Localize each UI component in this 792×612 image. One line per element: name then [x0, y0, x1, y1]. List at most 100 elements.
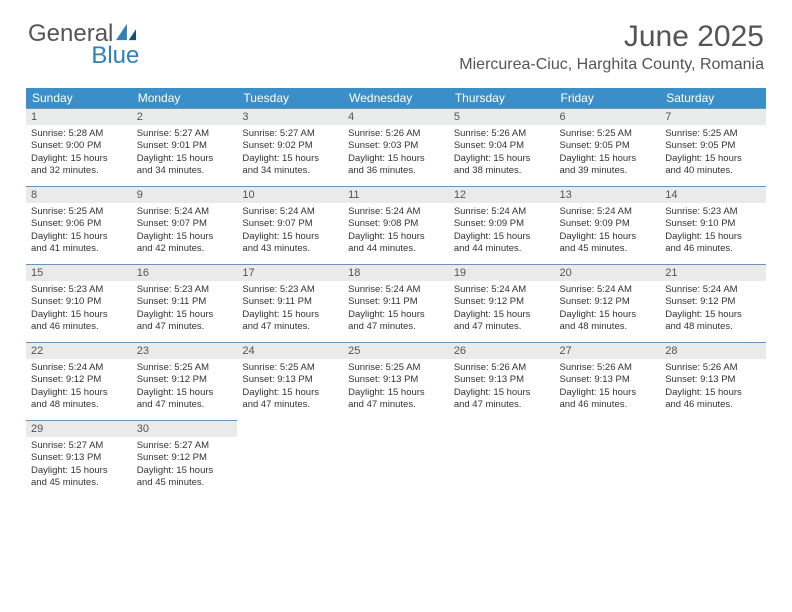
- daylight-line-2: and 46 minutes.: [665, 399, 761, 411]
- empty-cell: [555, 420, 661, 498]
- title-block: June 2025 Miercurea-Ciuc, Harghita Count…: [459, 20, 764, 74]
- day-number: 26: [449, 342, 555, 359]
- sunrise-line: Sunrise: 5:24 AM: [242, 206, 338, 218]
- day-cell: 29Sunrise: 5:27 AMSunset: 9:13 PMDayligh…: [26, 420, 132, 498]
- day-cell: 22Sunrise: 5:24 AMSunset: 9:12 PMDayligh…: [26, 342, 132, 420]
- sunset-line: Sunset: 9:13 PM: [242, 374, 338, 386]
- weekday-header: Friday: [555, 88, 661, 108]
- daylight-line-1: Daylight: 15 hours: [348, 387, 444, 399]
- daylight-line-1: Daylight: 15 hours: [31, 153, 127, 165]
- sunset-line: Sunset: 9:12 PM: [137, 452, 233, 464]
- sunrise-line: Sunrise: 5:23 AM: [137, 284, 233, 296]
- daylight-line-1: Daylight: 15 hours: [454, 387, 550, 399]
- day-number: 2: [132, 108, 238, 125]
- day-number: 6: [555, 108, 661, 125]
- sunset-line: Sunset: 9:13 PM: [31, 452, 127, 464]
- day-cell: 17Sunrise: 5:23 AMSunset: 9:11 PMDayligh…: [237, 264, 343, 342]
- day-number: 23: [132, 342, 238, 359]
- sunset-line: Sunset: 9:07 PM: [137, 218, 233, 230]
- day-number: 3: [237, 108, 343, 125]
- day-number: 14: [660, 186, 766, 203]
- day-body: Sunrise: 5:24 AMSunset: 9:12 PMDaylight:…: [26, 359, 132, 415]
- daylight-line-2: and 36 minutes.: [348, 165, 444, 177]
- daylight-line-2: and 42 minutes.: [137, 243, 233, 255]
- day-body: Sunrise: 5:26 AMSunset: 9:13 PMDaylight:…: [660, 359, 766, 415]
- day-body: Sunrise: 5:26 AMSunset: 9:04 PMDaylight:…: [449, 125, 555, 181]
- day-cell: 20Sunrise: 5:24 AMSunset: 9:12 PMDayligh…: [555, 264, 661, 342]
- sunrise-line: Sunrise: 5:25 AM: [560, 128, 656, 140]
- sunset-line: Sunset: 9:07 PM: [242, 218, 338, 230]
- daylight-line-2: and 34 minutes.: [242, 165, 338, 177]
- daylight-line-2: and 45 minutes.: [137, 477, 233, 489]
- day-number: 19: [449, 264, 555, 281]
- daylight-line-2: and 47 minutes.: [242, 321, 338, 333]
- sunrise-line: Sunrise: 5:24 AM: [560, 206, 656, 218]
- sunrise-line: Sunrise: 5:24 AM: [348, 284, 444, 296]
- day-number: 15: [26, 264, 132, 281]
- sunset-line: Sunset: 9:06 PM: [31, 218, 127, 230]
- daylight-line-1: Daylight: 15 hours: [560, 231, 656, 243]
- daylight-line-2: and 48 minutes.: [665, 321, 761, 333]
- sunrise-line: Sunrise: 5:28 AM: [31, 128, 127, 140]
- sunrise-line: Sunrise: 5:24 AM: [31, 362, 127, 374]
- sunrise-line: Sunrise: 5:26 AM: [560, 362, 656, 374]
- daylight-line-2: and 45 minutes.: [31, 477, 127, 489]
- day-number: 20: [555, 264, 661, 281]
- weekday-header: Thursday: [449, 88, 555, 108]
- day-cell: 10 Sunrise: 5:24 AMSunset: 9:07 PMDayligh…: [237, 186, 343, 264]
- daylight-line-1: Daylight: 15 hours: [665, 153, 761, 165]
- sunrise-line: Sunrise: 5:24 AM: [348, 206, 444, 218]
- day-body: Sunrise: 5:26 AMSunset: 9:03 PMDaylight:…: [343, 125, 449, 181]
- day-body: Sunrise: 5:24 AMSunset: 9:09 PMDaylight:…: [449, 203, 555, 259]
- location: Miercurea-Ciuc, Harghita County, Romania: [459, 56, 764, 74]
- empty-cell: [660, 420, 766, 498]
- day-body: Sunrise: 5:24 AMSunset: 9:12 PMDaylight:…: [660, 281, 766, 337]
- sunrise-line: Sunrise: 5:26 AM: [454, 128, 550, 140]
- sunset-line: Sunset: 9:12 PM: [454, 296, 550, 308]
- sunset-line: Sunset: 9:12 PM: [137, 374, 233, 386]
- sunrise-line: Sunrise: 5:25 AM: [31, 206, 127, 218]
- daylight-line-2: and 38 minutes.: [454, 165, 550, 177]
- day-body: Sunrise: 5:24 AMSunset: 9:07 PMDaylight:…: [132, 203, 238, 259]
- sunset-line: Sunset: 9:13 PM: [665, 374, 761, 386]
- day-number: 5: [449, 108, 555, 125]
- sunset-line: Sunset: 9:10 PM: [31, 296, 127, 308]
- empty-cell: [449, 420, 555, 498]
- daylight-line-2: and 47 minutes.: [454, 321, 550, 333]
- day-body: Sunrise: 5:27 AMSunset: 9:13 PMDaylight:…: [26, 437, 132, 493]
- day-number: 4: [343, 108, 449, 125]
- weekday-header: Tuesday: [237, 88, 343, 108]
- day-body: Sunrise: 5:24 AMSunset: 9:12 PMDaylight:…: [555, 281, 661, 337]
- day-cell: 18Sunrise: 5:24 AMSunset: 9:11 PMDayligh…: [343, 264, 449, 342]
- day-body: Sunrise: 5:27 AMSunset: 9:02 PMDaylight:…: [237, 125, 343, 181]
- day-number: 11: [343, 186, 449, 203]
- sunset-line: Sunset: 9:00 PM: [31, 140, 127, 152]
- sunrise-line: Sunrise: 5:27 AM: [242, 128, 338, 140]
- sunrise-line: Sunrise: 5:24 AM: [665, 284, 761, 296]
- day-body: Sunrise: 5:26 AMSunset: 9:13 PMDaylight:…: [555, 359, 661, 415]
- day-cell: 26Sunrise: 5:26 AMSunset: 9:13 PMDayligh…: [449, 342, 555, 420]
- daylight-line-2: and 41 minutes.: [31, 243, 127, 255]
- daylight-line-1: Daylight: 15 hours: [242, 231, 338, 243]
- sunset-line: Sunset: 9:12 PM: [560, 296, 656, 308]
- daylight-line-1: Daylight: 15 hours: [560, 387, 656, 399]
- sunset-line: Sunset: 9:02 PM: [242, 140, 338, 152]
- weekday-header: Sunday: [26, 88, 132, 108]
- daylight-line-1: Daylight: 15 hours: [454, 153, 550, 165]
- day-number: 10: [237, 186, 343, 203]
- daylight-line-1: Daylight: 15 hours: [665, 231, 761, 243]
- daylight-line-1: Daylight: 15 hours: [31, 309, 127, 321]
- day-cell: 27Sunrise: 5:26 AMSunset: 9:13 PMDayligh…: [555, 342, 661, 420]
- day-cell: 9Sunrise: 5:24 AMSunset: 9:07 PMDaylight…: [132, 186, 238, 264]
- daylight-line-1: Daylight: 15 hours: [454, 231, 550, 243]
- daylight-line-2: and 39 minutes.: [560, 165, 656, 177]
- day-cell: 8Sunrise: 5:25 AMSunset: 9:06 PMDaylight…: [26, 186, 132, 264]
- day-cell: 12Sunrise: 5:24 AMSunset: 9:09 PMDayligh…: [449, 186, 555, 264]
- daylight-line-1: Daylight: 15 hours: [137, 465, 233, 477]
- daylight-line-2: and 43 minutes.: [242, 243, 338, 255]
- daylight-line-1: Daylight: 15 hours: [348, 309, 444, 321]
- day-body: Sunrise: 5:23 AMSunset: 9:11 PMDaylight:…: [237, 281, 343, 337]
- day-number: 9: [132, 186, 238, 203]
- day-number: 29: [26, 420, 132, 437]
- day-number: 24: [237, 342, 343, 359]
